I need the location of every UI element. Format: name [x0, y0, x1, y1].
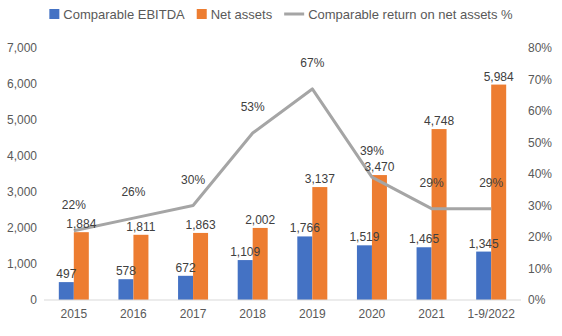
legend-label: Net assets — [211, 7, 273, 22]
legend: Comparable EBITDA Net assets Comparable re… — [49, 7, 513, 22]
y2-tick-label: 60% — [528, 104, 552, 118]
bar — [74, 232, 89, 300]
data-label: 3,470 — [364, 160, 394, 174]
x-tick-label: 2017 — [180, 307, 207, 321]
data-label: 1,863 — [186, 218, 216, 232]
x-tick-label: 2020 — [359, 307, 386, 321]
x-tick-label: 2018 — [239, 307, 266, 321]
data-label: 4,748 — [424, 114, 454, 128]
bar — [253, 228, 268, 300]
bar — [118, 279, 133, 300]
y2-tick-label: 10% — [528, 262, 552, 276]
y2-tick-label: 30% — [528, 199, 552, 213]
data-label: 1,109 — [230, 245, 260, 259]
data-label: 5,984 — [484, 70, 514, 84]
y2-tick-label: 50% — [528, 136, 552, 150]
x-tick-label: 2019 — [299, 307, 326, 321]
y-tick-label: 6,000 — [7, 77, 37, 91]
legend-item: Net assets — [197, 7, 273, 22]
y2-tick-label: 20% — [528, 230, 552, 244]
data-label: 29% — [420, 176, 444, 190]
line — [74, 89, 491, 231]
legend-item: Comparable EBITDA — [49, 7, 185, 22]
data-label: 3,137 — [305, 172, 335, 186]
bar — [297, 236, 312, 300]
y2-tick-label: 0% — [528, 293, 546, 307]
bar — [178, 276, 193, 300]
data-label: 1,465 — [409, 232, 439, 246]
data-label: 22% — [62, 198, 86, 212]
legend-label: Comparable EBITDA — [63, 7, 185, 22]
y-tick-label: 4,000 — [7, 149, 37, 163]
y2-tick-label: 80% — [528, 41, 552, 55]
data-label: 578 — [116, 264, 136, 278]
y2-tick-label: 40% — [528, 167, 552, 181]
data-label: 1,884 — [66, 217, 96, 231]
bar — [238, 260, 253, 300]
marks — [59, 85, 506, 300]
bar — [357, 245, 372, 300]
x-axis-line — [44, 300, 521, 301]
x-tick-label: 1-9/2022 — [468, 307, 516, 321]
y-tick-label: 3,000 — [7, 185, 37, 199]
x-tick-label: 2016 — [120, 307, 147, 321]
bar — [312, 187, 327, 300]
data-label: 26% — [121, 185, 145, 199]
legend-swatch — [284, 13, 304, 16]
chart: 0 1,000 2,000 3,000 4,000 5,000 6,000 7,000 0% 10… — [0, 0, 562, 336]
y-tick-label: 0 — [30, 293, 37, 307]
data-label: 672 — [176, 261, 196, 275]
data-label: 30% — [181, 173, 205, 187]
data-label: 1,519 — [349, 230, 379, 244]
legend-label: Comparable return on net assets % — [308, 7, 513, 22]
y-tick-label: 2,000 — [7, 221, 37, 235]
data-label: 29% — [479, 176, 503, 190]
page: {"chart_data": { "type": "bar", "categor… — [0, 0, 562, 336]
data-labels: 497 578 672 1,109 1,766 1,519 1,465 1,345 1,884 1… — [56, 56, 514, 281]
data-label: 497 — [56, 267, 76, 281]
legend-swatch — [197, 9, 207, 19]
legend-swatch — [49, 9, 59, 19]
legend-item: Comparable return on net assets % — [284, 7, 513, 22]
data-label: 39% — [360, 144, 384, 158]
bar — [59, 282, 74, 300]
y2-tick-label: 70% — [528, 73, 552, 87]
bar — [417, 247, 432, 300]
bar — [491, 85, 506, 300]
data-label: 67% — [300, 56, 324, 70]
x-tick-label: 2021 — [418, 307, 445, 321]
y-tick-label: 1,000 — [7, 257, 37, 271]
x-tick-label: 2015 — [60, 307, 87, 321]
data-label: 1,811 — [126, 220, 155, 234]
y-tick-label: 7,000 — [7, 41, 37, 55]
bar — [476, 252, 491, 300]
bar — [432, 129, 447, 300]
y-tick-label: 5,000 — [7, 113, 37, 127]
data-label: 53% — [241, 100, 265, 114]
data-label: 2,002 — [245, 213, 275, 227]
data-label: 1,345 — [469, 237, 499, 251]
data-label: 1,766 — [290, 221, 320, 235]
